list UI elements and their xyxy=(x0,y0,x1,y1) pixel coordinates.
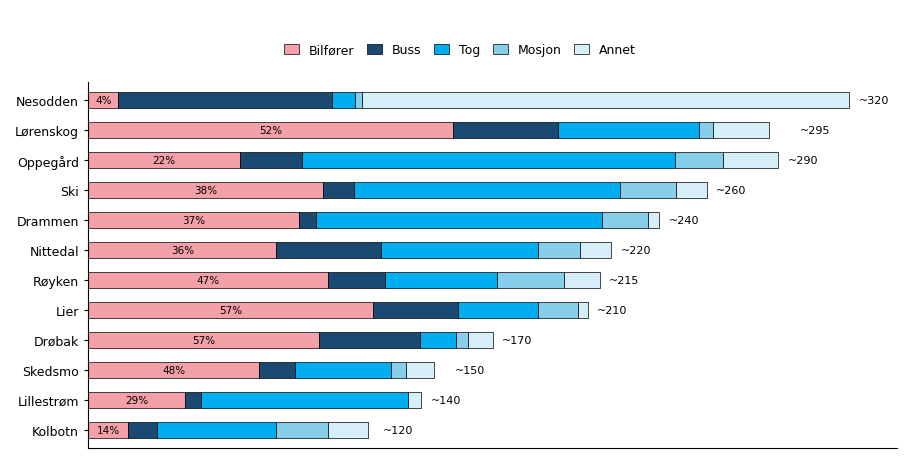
Bar xyxy=(332,93,354,109)
Bar xyxy=(353,182,619,199)
Bar xyxy=(711,123,768,139)
Bar xyxy=(88,392,184,408)
Bar xyxy=(299,213,316,229)
Bar xyxy=(407,392,421,408)
Bar xyxy=(453,123,558,139)
Bar xyxy=(88,242,276,259)
Bar xyxy=(201,392,407,408)
Text: 37%: 37% xyxy=(182,216,205,225)
Bar xyxy=(563,272,599,288)
Text: ~220: ~220 xyxy=(620,245,650,256)
Bar xyxy=(467,332,492,349)
Text: 38%: 38% xyxy=(194,186,217,195)
Bar xyxy=(362,93,848,109)
Bar xyxy=(354,93,362,109)
Text: ~320: ~320 xyxy=(858,96,888,106)
Text: ~150: ~150 xyxy=(454,365,484,375)
Bar xyxy=(118,93,332,109)
Text: 36%: 36% xyxy=(170,245,194,256)
Bar xyxy=(259,362,294,378)
Bar xyxy=(157,422,276,438)
Bar xyxy=(698,123,711,139)
Bar xyxy=(579,242,610,259)
Text: ~295: ~295 xyxy=(799,126,829,136)
Text: 52%: 52% xyxy=(259,126,281,136)
Bar xyxy=(577,302,587,319)
Text: 14%: 14% xyxy=(97,425,119,435)
Bar xyxy=(276,422,328,438)
Bar xyxy=(88,332,318,349)
Text: 47%: 47% xyxy=(197,275,220,285)
Bar xyxy=(88,213,299,229)
Bar xyxy=(373,302,457,319)
Text: 29%: 29% xyxy=(125,395,148,405)
Bar xyxy=(722,152,777,169)
Text: 22%: 22% xyxy=(152,156,175,166)
Bar xyxy=(558,123,698,139)
Bar xyxy=(128,422,157,438)
Bar xyxy=(537,242,579,259)
Bar xyxy=(184,392,201,408)
Bar xyxy=(405,362,434,378)
Bar xyxy=(391,362,405,378)
Bar xyxy=(88,272,328,288)
Bar xyxy=(316,213,601,229)
Bar xyxy=(601,213,647,229)
Bar xyxy=(381,242,537,259)
Text: ~140: ~140 xyxy=(430,395,461,405)
Bar xyxy=(88,362,259,378)
Bar xyxy=(294,362,391,378)
Bar xyxy=(457,302,537,319)
Bar xyxy=(88,123,453,139)
Text: ~120: ~120 xyxy=(383,425,413,435)
Text: 57%: 57% xyxy=(219,306,241,315)
Text: ~170: ~170 xyxy=(501,335,532,345)
Bar xyxy=(328,422,367,438)
Bar xyxy=(674,152,722,169)
Bar xyxy=(276,242,381,259)
Bar xyxy=(322,182,353,199)
Text: ~260: ~260 xyxy=(715,186,746,195)
Text: 48%: 48% xyxy=(162,365,185,375)
Bar xyxy=(302,152,674,169)
Legend: Bilfører, Buss, Tog, Mosjon, Annet: Bilfører, Buss, Tog, Mosjon, Annet xyxy=(281,42,638,60)
Bar xyxy=(537,302,577,319)
Bar xyxy=(88,302,373,319)
Bar xyxy=(496,272,563,288)
Bar xyxy=(675,182,706,199)
Text: ~290: ~290 xyxy=(787,156,817,166)
Bar xyxy=(384,272,496,288)
Text: ~215: ~215 xyxy=(609,275,639,285)
Text: ~210: ~210 xyxy=(597,306,627,315)
Bar xyxy=(456,332,467,349)
Text: 4%: 4% xyxy=(95,96,111,106)
Bar xyxy=(419,332,456,349)
Text: ~240: ~240 xyxy=(668,216,699,225)
Bar xyxy=(88,152,240,169)
Bar xyxy=(619,182,675,199)
Bar xyxy=(240,152,302,169)
Bar xyxy=(318,332,419,349)
Bar xyxy=(88,93,118,109)
Bar xyxy=(88,182,322,199)
Bar xyxy=(88,422,128,438)
Text: 57%: 57% xyxy=(191,335,215,345)
Bar xyxy=(647,213,659,229)
Bar xyxy=(328,272,384,288)
